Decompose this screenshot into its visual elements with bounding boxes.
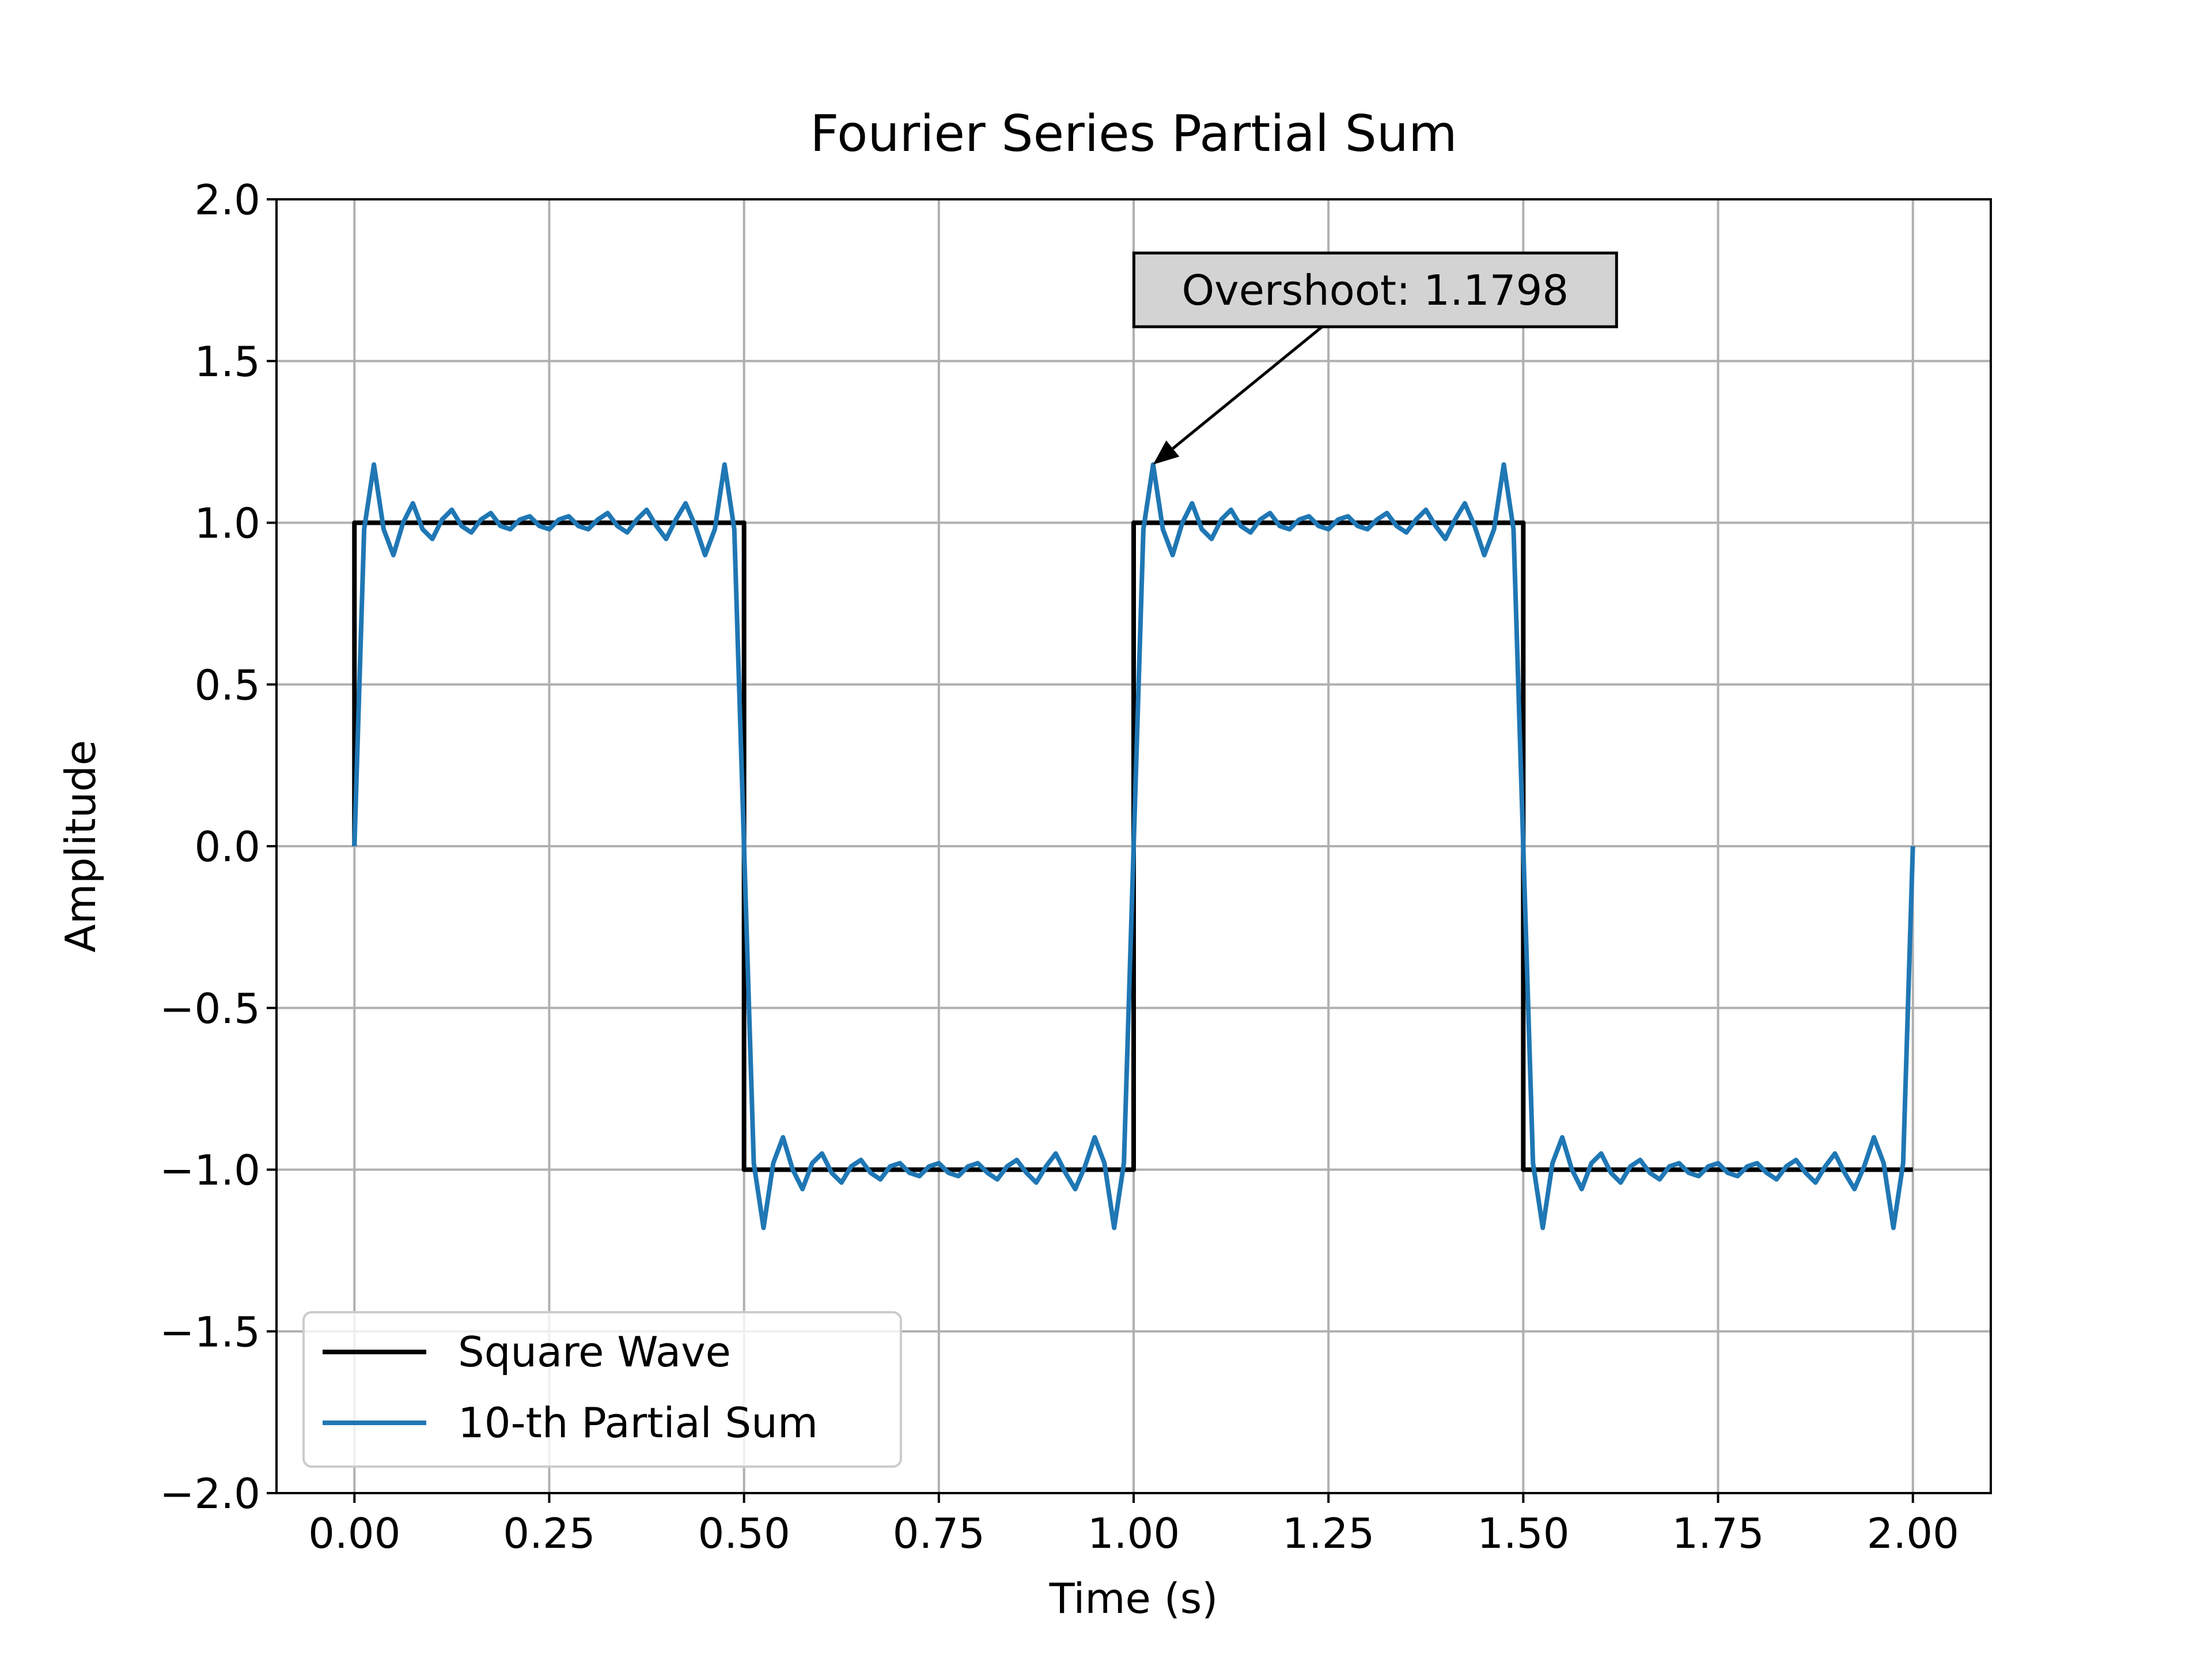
annotation-box	[1132, 251, 1618, 328]
y-tick-label: 0.0	[194, 823, 260, 871]
x-tick-label: 2.00	[1867, 1509, 1959, 1558]
series-layer	[352, 462, 1915, 1230]
series-line-partial-sum	[352, 462, 1915, 1230]
legend: Square Wave 10-th Partial Sum	[302, 1311, 902, 1468]
y-tick-label: 2.0	[194, 176, 260, 224]
annotation-arrowhead	[1153, 440, 1180, 465]
legend-frame	[302, 1311, 902, 1468]
x-tick-label: 0.25	[503, 1509, 595, 1558]
x-tick-label: 1.50	[1477, 1509, 1569, 1558]
x-axis: 0.00 0.25 0.50 0.75 1.00 1.25 1.50 1.75 2.00	[308, 1493, 1959, 1558]
series-line-square-wave	[352, 520, 1913, 1172]
y-tick-label: −1.0	[160, 1146, 260, 1195]
chart-title: Fourier Series Partial Sum	[810, 104, 1457, 163]
y-tick-label: −0.5	[160, 984, 260, 1033]
annotation-arrow	[1172, 325, 1323, 450]
y-tick-label: 0.5	[194, 661, 260, 709]
x-axis-title: Time (s)	[1049, 1574, 1218, 1623]
annotation: Overshoot: 1.1798	[1132, 251, 1618, 465]
legend-label-square-wave: Square Wave	[458, 1328, 731, 1376]
y-tick-label: 1.5	[194, 338, 260, 386]
annotation-text: Overshoot: 1.1798	[1181, 266, 1569, 315]
y-tick-label: 1.0	[194, 499, 260, 548]
x-tick-label: 1.25	[1282, 1509, 1374, 1558]
x-tick-label: 0.75	[893, 1509, 985, 1558]
y-tick-label: −1.5	[160, 1308, 260, 1356]
plot-area	[352, 462, 1915, 1230]
x-tick-label: 1.75	[1672, 1509, 1764, 1558]
legend-label-partial-sum: 10-th Partial Sum	[458, 1399, 818, 1447]
x-tick-label: 0.00	[308, 1509, 400, 1558]
x-tick-label: 1.00	[1088, 1509, 1180, 1558]
y-tick-label: −2.0	[160, 1469, 260, 1518]
y-axis: −2.0 −1.5 −1.0 −0.5 0.0 0.5 1.0 1.5 2.0	[160, 176, 276, 1518]
x-tick-label: 0.50	[698, 1509, 790, 1558]
y-axis-title: Amplitude	[56, 740, 105, 953]
